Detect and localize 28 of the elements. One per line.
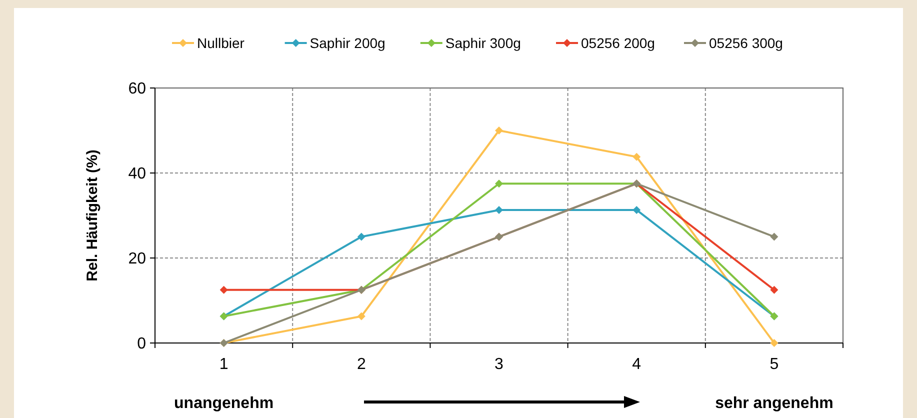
point: [495, 126, 503, 134]
x-tick-label: 3: [494, 356, 504, 373]
point: [632, 152, 641, 161]
legend-label: Saphir 300g: [445, 35, 521, 51]
legend-label: Nullbier: [197, 35, 245, 51]
x-tick-label: 2: [356, 356, 366, 373]
y-axis-title: Rel. Häufigkeit (%): [84, 150, 101, 282]
x-tick-label: 1: [219, 356, 228, 373]
x-tick-label: 4: [632, 356, 642, 373]
point: [495, 180, 503, 188]
point: [770, 286, 778, 294]
x-tick-label: 5: [770, 356, 779, 373]
point: [770, 232, 778, 241]
legend-label: 05256 300g: [709, 35, 783, 51]
text: unangenehm: [174, 395, 274, 412]
legend-label: 05256 200g: [581, 35, 655, 51]
text: sehr angenehm: [715, 395, 834, 412]
legend-label: Saphir 200g: [310, 35, 386, 51]
y-tick-label: 60: [128, 80, 146, 98]
point: [495, 206, 503, 214]
point: [357, 312, 366, 320]
y-tick-label: 40: [128, 166, 146, 183]
y-tick-label: 20: [128, 250, 146, 268]
point: [632, 206, 641, 214]
point: [770, 339, 778, 347]
point: [357, 232, 366, 241]
point: [220, 286, 228, 294]
y-tick-label: 0: [137, 336, 146, 353]
